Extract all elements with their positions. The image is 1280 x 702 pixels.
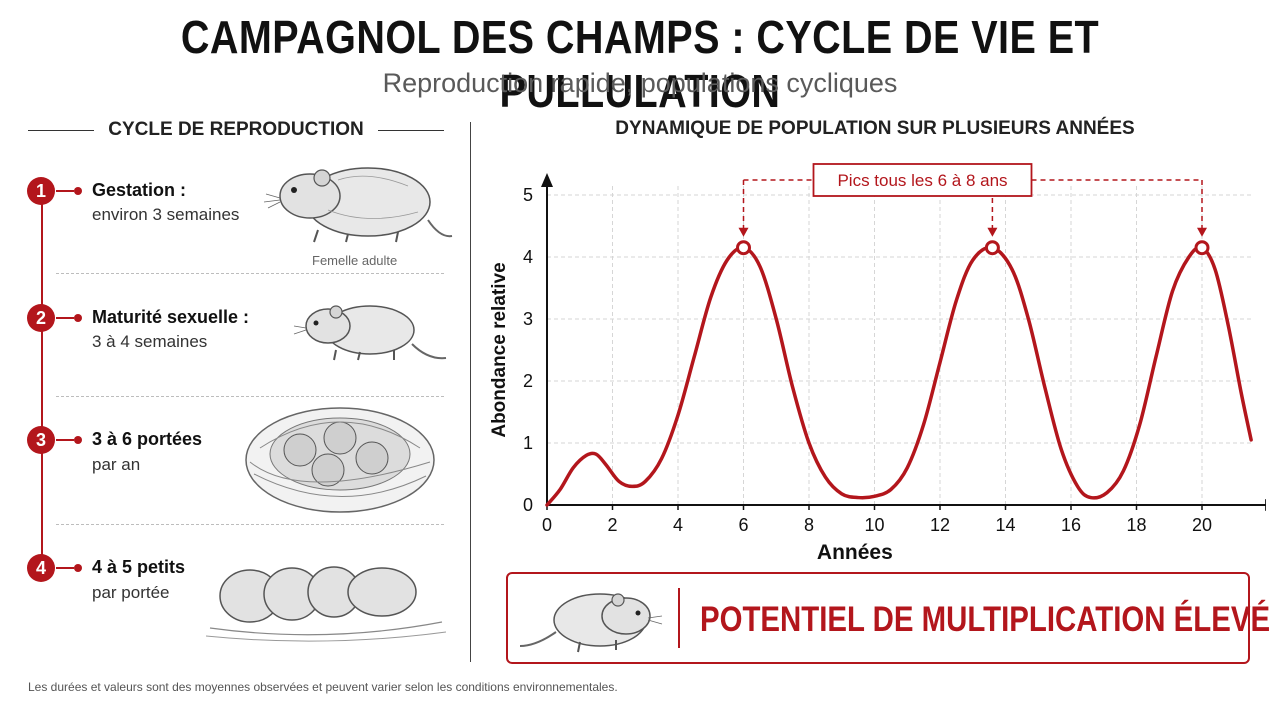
step-1-title: Gestation : — [92, 180, 187, 200]
x-tick-label: 16 — [1061, 515, 1081, 535]
step-4-dot — [74, 564, 82, 572]
step-4-desc: par portée — [92, 583, 170, 602]
nest-illustration — [245, 407, 435, 513]
callout-separator — [678, 588, 680, 648]
step-separator — [56, 396, 444, 397]
young-vole-illustration — [293, 305, 447, 361]
vole-callout-illustration — [519, 593, 663, 653]
step-3-connector — [56, 439, 74, 441]
step-3-badge: 3 — [27, 426, 55, 454]
step-2-dot — [74, 314, 82, 322]
peak-marker — [736, 240, 751, 256]
peak-marker — [1194, 240, 1210, 256]
page-subtitle: Reproduction rapide, populations cycliqu… — [382, 68, 898, 98]
annotation-arrowhead — [1197, 227, 1207, 237]
x-tick-label: 2 — [607, 515, 617, 535]
timeline-line — [41, 190, 43, 566]
y-axis-arrow — [541, 173, 553, 187]
step-3-title: 3 à 6 portées — [92, 429, 203, 449]
y-tick-label: 0 — [523, 495, 533, 515]
x-tick-label: 6 — [738, 515, 748, 535]
peak-marker — [984, 240, 1000, 256]
step-1-caption: Femelle adulte — [312, 253, 398, 268]
callout-text: POTENTIEL DE MULTIPLICATION ÉLEVÉ — [700, 600, 1271, 639]
x-axis-arrow — [1265, 499, 1266, 511]
y-axis-label: Abondance relative — [489, 262, 510, 437]
chart-title: DYNAMIQUE DE POPULATION SUR PLUSIEURS AN… — [615, 118, 1135, 139]
annotation-label: Pics tous les 6 à 8 ans — [837, 171, 1007, 190]
step-3-dot — [74, 436, 82, 444]
x-axis-label: Années — [817, 541, 893, 564]
x-tick-label: 18 — [1126, 515, 1146, 535]
x-tick-label: 10 — [864, 515, 884, 535]
step-4-badge: 4 — [27, 554, 55, 582]
y-tick-label: 1 — [523, 433, 533, 453]
heading-rule-right — [377, 129, 444, 131]
x-tick-label: 20 — [1192, 515, 1212, 535]
step-1-desc: environ 3 semaines — [92, 205, 240, 224]
reproduction-heading-label: CYCLE DE REPRODUCTION — [108, 119, 364, 140]
step-2-badge: 2 — [27, 304, 55, 332]
step-separator — [56, 273, 444, 274]
x-tick-label: 0 — [542, 515, 552, 535]
step-2-title: Maturité sexuelle : — [92, 307, 250, 327]
population-line — [545, 245, 1253, 507]
footnote: Les durées et valeurs sont des moyennes … — [28, 680, 618, 694]
heading-rule-left — [28, 129, 95, 131]
section-divider — [470, 122, 471, 662]
step-2-connector — [56, 317, 74, 319]
reproduction-heading: CYCLE DE REPRODUCTION — [28, 118, 444, 142]
step-2-desc: 3 à 4 semaines — [92, 332, 208, 351]
y-tick-label: 3 — [523, 309, 533, 329]
y-tick-label: 4 — [523, 247, 533, 267]
x-tick-label: 8 — [804, 515, 814, 535]
step-3-desc: par an — [92, 455, 141, 474]
step-4-title: 4 à 5 petits — [92, 557, 186, 577]
annotation-box — [812, 163, 1033, 197]
annotation-arrowhead — [987, 227, 998, 237]
y-tick-label: 5 — [523, 185, 533, 205]
step-separator — [56, 524, 444, 525]
step-1-connector — [56, 190, 74, 192]
step-4-connector — [56, 567, 74, 569]
x-tick-label: 14 — [995, 515, 1015, 535]
x-tick-label: 12 — [930, 515, 950, 535]
step-1-dot — [74, 187, 82, 195]
page-title: CAMPAGNOL DES CHAMPS : CYCLE DE VIE ET P… — [180, 11, 1100, 117]
step-1-badge: 1 — [27, 177, 55, 205]
adult-vole-illustration — [263, 167, 453, 243]
annotation-arrowhead — [738, 227, 749, 237]
pups-illustration — [206, 566, 446, 642]
y-tick-label: 2 — [523, 371, 533, 391]
x-tick-label: 4 — [673, 515, 683, 535]
